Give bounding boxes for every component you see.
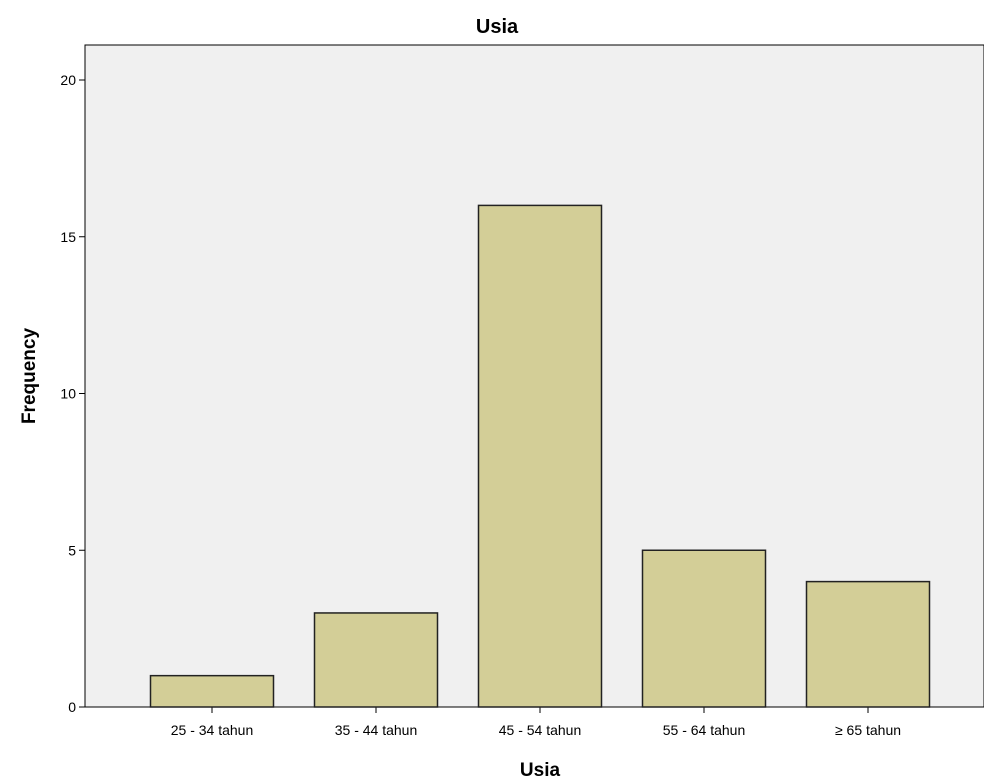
x-tick-label: ≥ 65 tahun (835, 722, 901, 738)
bar-5 (805, 580, 931, 708)
bar-4 (641, 549, 767, 708)
bars-group (149, 204, 931, 708)
y-axis-label: Frequency (19, 328, 40, 425)
chart-title: Usia (476, 16, 519, 38)
bar-2 (313, 612, 439, 708)
y-tick-label: 5 (68, 542, 76, 558)
x-axis-label: Usia (520, 760, 561, 780)
y-axis-ticks: 0 5 10 15 20 (60, 72, 85, 715)
x-tick-label: 45 - 54 tahun (499, 722, 582, 738)
x-tick-label: 55 - 64 tahun (663, 722, 746, 738)
bar-1 (149, 674, 275, 708)
y-tick-label: 10 (60, 386, 76, 402)
x-tick-label: 35 - 44 tahun (335, 722, 418, 738)
y-tick-label: 0 (68, 699, 76, 715)
x-tick-label: 25 - 34 tahun (171, 722, 254, 738)
bar-3 (477, 204, 603, 708)
y-tick-label: 20 (60, 72, 76, 88)
y-tick-label: 15 (60, 229, 76, 245)
x-axis-ticks: 25 - 34 tahun 35 - 44 tahun 45 - 54 tahun 5… (171, 707, 901, 738)
